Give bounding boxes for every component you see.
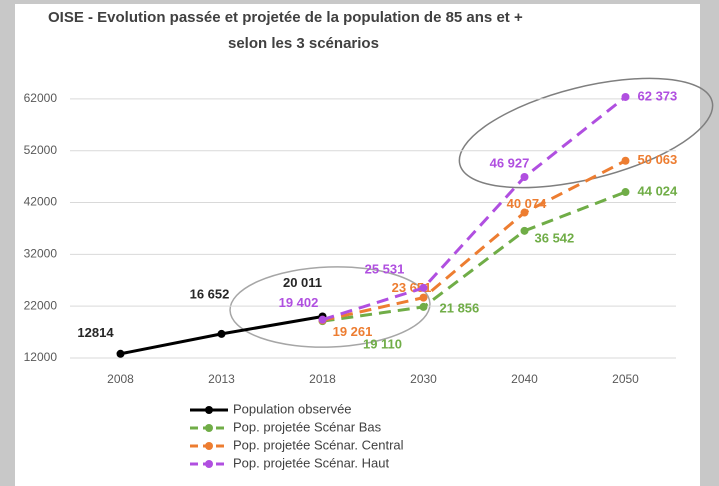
legend-marker <box>205 442 213 450</box>
data-point <box>419 302 428 311</box>
data-label: 19 110 <box>363 337 402 352</box>
legend-label: Pop. projetée Scénar. Haut <box>233 455 389 470</box>
legend-marker <box>205 424 213 432</box>
x-tick-label: 2013 <box>208 372 235 386</box>
legend-marker <box>205 406 213 414</box>
legend-label: Pop. projetée Scénar. Central <box>233 437 404 452</box>
chart-area <box>15 4 700 486</box>
data-label: 20 011 <box>283 275 322 290</box>
data-point <box>621 156 630 165</box>
data-point <box>621 188 630 197</box>
data-point <box>217 329 226 338</box>
data-point <box>520 226 529 235</box>
data-label: 19 402 <box>279 295 319 310</box>
data-label: 12814 <box>77 325 114 340</box>
data-point <box>116 349 125 358</box>
data-label: 46 927 <box>490 155 530 170</box>
data-label: 50 063 <box>638 152 678 167</box>
data-point <box>419 293 428 302</box>
y-tick-label: 12000 <box>24 350 58 364</box>
legend-label: Pop. projetée Scénar Bas <box>233 419 382 434</box>
data-point <box>520 173 529 182</box>
x-tick-label: 2030 <box>410 372 437 386</box>
y-tick-label: 22000 <box>24 298 58 312</box>
x-tick-label: 2018 <box>309 372 336 386</box>
y-tick-label: 42000 <box>24 195 58 209</box>
y-tick-label: 62000 <box>24 91 58 105</box>
data-label: 21 856 <box>440 300 480 315</box>
data-point <box>621 92 630 101</box>
highlight-ellipse <box>229 266 431 348</box>
data-label: 16 652 <box>190 286 230 301</box>
data-label: 44 024 <box>638 183 679 198</box>
data-label: 62 373 <box>638 88 678 103</box>
legend-marker <box>205 460 213 468</box>
x-tick-label: 2050 <box>612 372 639 386</box>
data-point <box>318 315 327 324</box>
chart-title: OISE - Evolution passée et projetée de l… <box>48 9 523 26</box>
data-label: 40 074 <box>507 196 548 211</box>
data-point <box>419 283 428 292</box>
data-label: 19 261 <box>333 324 373 339</box>
data-point <box>520 208 529 217</box>
data-label: 36 542 <box>535 230 575 245</box>
x-tick-label: 2040 <box>511 372 538 386</box>
series-line <box>322 159 627 322</box>
y-tick-label: 52000 <box>24 143 58 157</box>
x-tick-label: 2008 <box>107 372 134 386</box>
legend-label: Population observée <box>233 401 352 416</box>
highlight-ellipse <box>458 77 714 189</box>
chart-title: selon les 3 scénarios <box>228 35 379 52</box>
y-tick-label: 32000 <box>24 247 58 261</box>
data-label: 25 531 <box>365 261 405 276</box>
series-line <box>322 95 627 322</box>
